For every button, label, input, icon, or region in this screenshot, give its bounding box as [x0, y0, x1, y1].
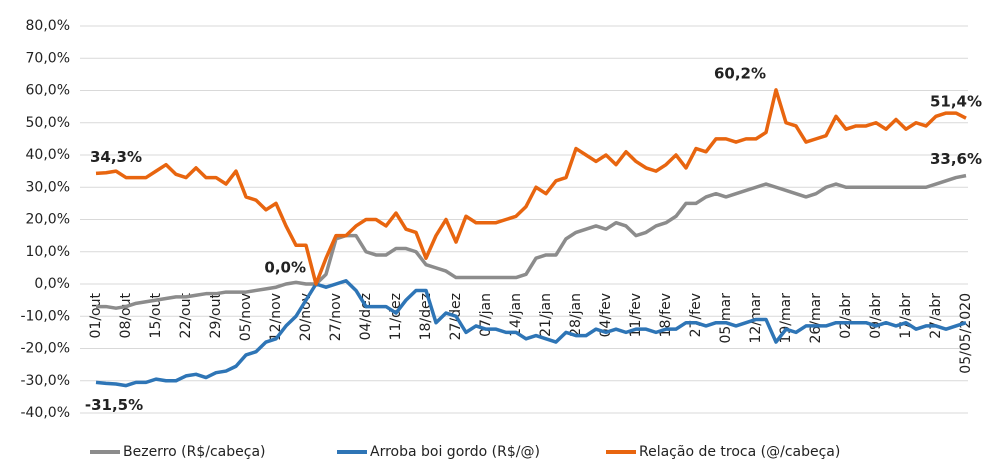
x-tick-label: 02/abr: [838, 293, 854, 339]
x-tick-label: 08/out: [118, 292, 134, 338]
x-tick-label: 09/abr: [868, 293, 884, 339]
y-tick-label: -10,0%: [20, 308, 70, 324]
y-tick-label: 40,0%: [26, 147, 70, 163]
x-tick-label: 05/mar: [718, 293, 734, 344]
x-tick-label: 18/dez: [418, 293, 434, 340]
y-tick-label: 60,0%: [26, 83, 70, 99]
x-tick-label: 29/out: [208, 292, 224, 338]
x-tick-label: 21/jan: [538, 293, 554, 337]
data-label: -31,5%: [85, 396, 143, 414]
y-tick-label: 10,0%: [26, 244, 70, 260]
x-tick-label: 07/jan: [478, 293, 494, 337]
x-tick-label: 11/fev: [628, 293, 644, 337]
y-tick-label: 30,0%: [26, 179, 70, 195]
x-tick-label: 17/abr: [898, 293, 914, 339]
x-tick-label: 04/fev: [598, 293, 614, 337]
y-tick-label: -20,0%: [20, 341, 70, 357]
data-line: [95, 279, 967, 388]
x-tick-label: 28/jan: [568, 293, 584, 337]
x-tick-label: 14/jan: [508, 293, 524, 337]
x-tick-label: 18/fev: [658, 293, 674, 337]
y-tick-label: 50,0%: [26, 115, 70, 131]
y-tick-label: 70,0%: [26, 50, 70, 66]
y-tick-label: 80,0%: [26, 18, 70, 34]
x-tick-label: 01/out: [88, 292, 104, 338]
data-label: 33,6%: [930, 150, 982, 168]
x-tick-label: 15/out: [148, 292, 164, 338]
data-line: [96, 173, 967, 310]
y-tick-label: -40,0%: [20, 405, 70, 421]
x-tick-label: 22/out: [178, 292, 194, 338]
x-tick-label: 27/fev: [688, 293, 704, 337]
data-label: 60,2%: [714, 64, 766, 82]
x-tick-label: 05/05/2020: [958, 293, 974, 374]
data-label: 51,4%: [930, 93, 982, 111]
x-tick-label: 26/mar: [808, 293, 824, 344]
y-tick-label: -30,0%: [20, 373, 70, 389]
data-label: 34,3%: [90, 148, 142, 166]
legend-label: Arroba boi gordo (R$/@): [370, 444, 540, 460]
x-tick-label: 27/abr: [928, 293, 944, 339]
x-tick-label: 11/dez: [388, 293, 404, 340]
y-tick-label: 0,0%: [34, 276, 70, 292]
legend-label: Bezerro (R$/cabeça): [123, 444, 265, 460]
data-line: [95, 88, 967, 286]
legend-label: Relação de troca (@/cabeça): [639, 444, 840, 460]
x-tick-label: 12/nov: [268, 293, 284, 341]
y-tick-label: 20,0%: [26, 212, 70, 228]
x-tick-label: 27/nov: [328, 293, 344, 341]
x-tick-label: 05/nov: [238, 293, 254, 341]
data-label: 0,0%: [264, 259, 306, 277]
